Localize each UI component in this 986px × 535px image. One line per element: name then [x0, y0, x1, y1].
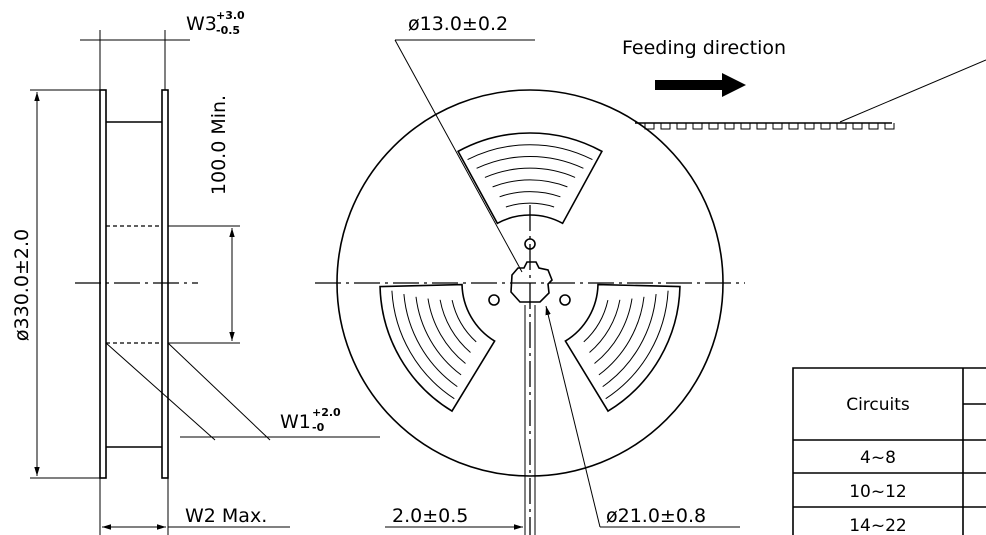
outline: [403, 294, 458, 388]
outline: [660, 123, 671, 130]
outline: [427, 298, 466, 364]
outline: [439, 299, 471, 353]
outline: [589, 299, 621, 353]
outline: [476, 155, 584, 169]
outline: [605, 290, 669, 400]
outline: [564, 283, 681, 413]
outline: [484, 167, 576, 178]
table-grid: [792, 367, 986, 535]
table-cell: 4~8: [860, 448, 896, 468]
feeding-label: Feeding direction: [622, 37, 786, 59]
outline: [391, 290, 455, 400]
outline: [836, 123, 847, 130]
outline: [492, 179, 568, 188]
outline: [804, 123, 815, 130]
outline: [499, 191, 561, 198]
w2-label: W2 Max.: [185, 505, 267, 527]
outline: [415, 296, 462, 376]
outline: [708, 123, 719, 130]
w3-minus: -0.5: [216, 24, 240, 37]
outline: [740, 123, 751, 130]
w1-plus: +2.0: [312, 406, 341, 419]
outline: [676, 123, 687, 130]
outline: [583, 299, 609, 343]
bore-label: ø13.0±0.2: [408, 13, 508, 35]
front-view: [315, 39, 745, 535]
outline: [451, 299, 477, 343]
outline: [457, 132, 603, 225]
outline: [505, 202, 555, 208]
table-header: Circuits: [846, 395, 910, 415]
outline: [884, 123, 895, 130]
w1-label: W1: [280, 411, 311, 433]
tape: [635, 59, 986, 130]
outline: [602, 294, 657, 388]
outline: [692, 123, 703, 130]
hub-dia-label: 100.0 Min.: [208, 95, 230, 195]
w3-plus: +3.0: [216, 9, 245, 22]
reel-dia-label: ø330.0±2.0: [11, 229, 33, 341]
outline: [772, 123, 783, 130]
slot-label: 2.0±0.5: [392, 505, 468, 527]
w1-minus: -0: [312, 421, 325, 434]
outline: [788, 123, 799, 130]
side-view: [30, 30, 380, 535]
outline: [379, 283, 496, 413]
outline: [594, 298, 633, 364]
arbor-label: ø21.0±0.8: [606, 505, 706, 527]
outline: [756, 123, 767, 130]
outline: [598, 296, 645, 376]
outline: [644, 123, 655, 130]
outline: [868, 123, 879, 130]
table-cell: 14~22: [849, 516, 907, 535]
outline: [820, 123, 831, 130]
outline: [467, 144, 593, 161]
table-cell: 10~12: [849, 482, 907, 502]
w3-label: W3: [186, 13, 217, 35]
outline: [724, 123, 735, 130]
outline: [852, 123, 863, 130]
